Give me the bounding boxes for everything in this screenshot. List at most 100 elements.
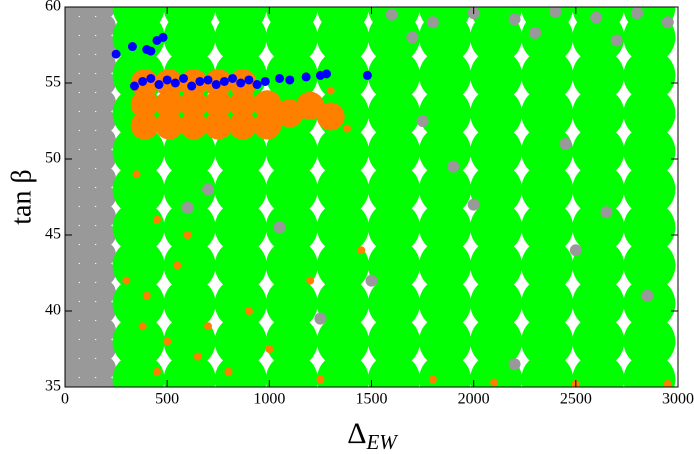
point (569, 244, 582, 257)
point (112, 125, 165, 178)
x-tick-label: 2000 (458, 391, 490, 408)
point (214, 277, 267, 330)
point (152, 215, 161, 224)
point (419, 239, 472, 292)
point (91, 185, 116, 209)
point (163, 7, 216, 33)
point (155, 111, 184, 140)
point (122, 276, 131, 285)
point (91, 52, 116, 76)
point (236, 78, 246, 88)
point (91, 7, 116, 19)
point (419, 315, 472, 368)
point (154, 80, 164, 90)
point (661, 16, 674, 29)
point (173, 261, 182, 270)
plot-area (65, 7, 676, 387)
point (316, 315, 369, 368)
point (91, 337, 116, 361)
point (252, 80, 262, 90)
point (316, 201, 369, 254)
point (610, 34, 623, 47)
point (316, 7, 369, 33)
point (623, 239, 676, 292)
point (357, 246, 366, 255)
point (260, 76, 270, 86)
point (112, 163, 165, 216)
point (470, 277, 523, 330)
point (163, 337, 172, 346)
point (623, 163, 676, 216)
point (316, 239, 369, 292)
point (91, 33, 116, 57)
point (219, 76, 229, 86)
point (367, 315, 420, 368)
point (521, 315, 574, 368)
point (367, 239, 420, 292)
point (623, 201, 676, 254)
point (572, 87, 625, 140)
y-tick-label: 55 (45, 74, 61, 91)
point (265, 201, 318, 254)
point (179, 90, 208, 119)
point (365, 274, 378, 287)
x-tick-label: 2500 (560, 391, 592, 408)
point (419, 163, 472, 216)
point (521, 277, 574, 330)
x-tick-label: 3000 (662, 391, 694, 408)
point (193, 352, 202, 361)
point (224, 367, 233, 376)
point (265, 49, 318, 102)
point (228, 111, 257, 140)
point (158, 32, 168, 42)
point (623, 49, 676, 102)
point (214, 239, 267, 292)
point (623, 277, 676, 330)
point (521, 163, 574, 216)
point (470, 239, 523, 292)
point (426, 16, 439, 29)
point (91, 204, 116, 228)
point (470, 87, 523, 140)
point (316, 277, 369, 330)
point (367, 87, 420, 140)
point (111, 49, 121, 59)
point (342, 124, 351, 133)
point (91, 109, 116, 133)
point (91, 71, 116, 95)
point (91, 90, 116, 114)
point (127, 42, 137, 52)
point (521, 239, 574, 292)
point (572, 125, 625, 178)
point (91, 14, 116, 38)
point (91, 223, 116, 247)
point (470, 7, 523, 33)
point (367, 163, 420, 216)
point (419, 49, 472, 102)
point (142, 291, 151, 300)
point (214, 201, 267, 254)
point (244, 307, 253, 315)
point (163, 201, 216, 254)
point (214, 7, 267, 33)
x-tick-label: 1000 (253, 391, 285, 408)
point (572, 163, 625, 216)
y-tick-label: 45 (45, 226, 61, 243)
point (265, 125, 318, 178)
point (265, 163, 318, 216)
point (467, 198, 480, 211)
point (316, 102, 345, 131)
point (112, 315, 165, 368)
point (316, 163, 369, 216)
point (179, 111, 208, 140)
point (211, 80, 221, 90)
point (91, 318, 116, 342)
point (170, 78, 180, 88)
point (112, 201, 165, 254)
x-axis-label-sub: EW (365, 430, 399, 454)
point (214, 315, 267, 368)
point (572, 239, 625, 292)
point (572, 315, 625, 368)
point (470, 163, 523, 216)
